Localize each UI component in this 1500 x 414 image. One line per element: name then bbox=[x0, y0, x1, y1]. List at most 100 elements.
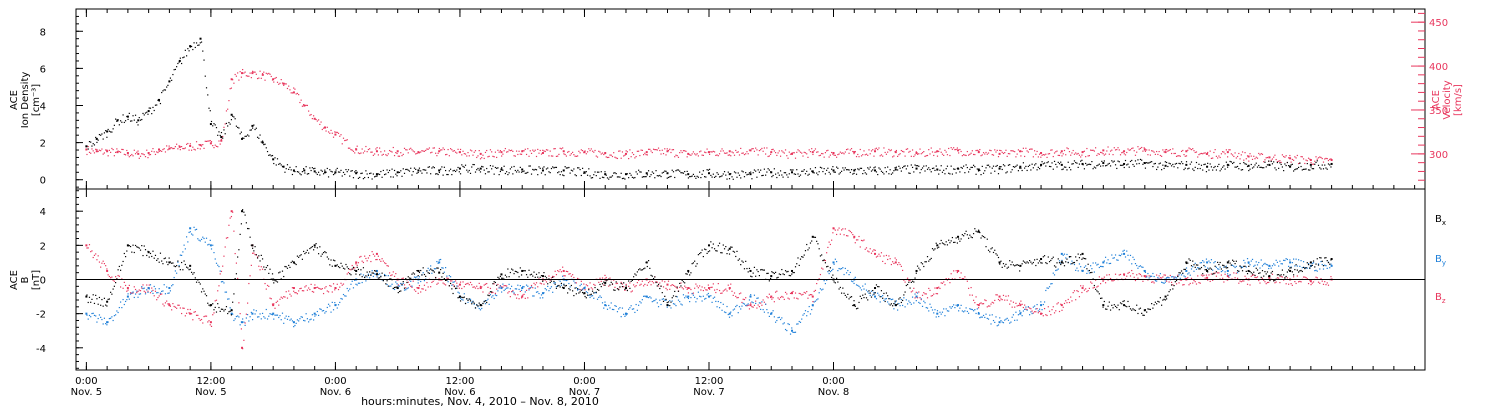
by-dot bbox=[760, 308, 762, 311]
velocity-dot bbox=[161, 150, 163, 152]
bx-dot bbox=[723, 248, 726, 250]
ion-density-dot bbox=[1245, 163, 1247, 165]
velocity-point bbox=[147, 152, 150, 154]
velocity-point bbox=[396, 150, 399, 153]
by-dot bbox=[1183, 275, 1185, 277]
bx-dot bbox=[291, 260, 294, 262]
by-dot bbox=[915, 300, 917, 302]
ion-density-dot bbox=[527, 171, 529, 174]
bz-dot bbox=[340, 282, 342, 284]
velocity-point bbox=[500, 151, 503, 154]
bx-dot bbox=[675, 295, 677, 298]
bz-dot bbox=[304, 286, 306, 288]
velocity-dot bbox=[781, 150, 783, 152]
velocity-dot bbox=[106, 149, 108, 151]
bx-dot bbox=[803, 254, 805, 256]
bz-dot bbox=[875, 256, 878, 258]
bx-dot bbox=[847, 293, 849, 295]
ion-density-dot bbox=[1014, 166, 1016, 168]
by-dot bbox=[250, 311, 252, 314]
ion-density-dot bbox=[1312, 168, 1315, 170]
ion-density-dot bbox=[440, 168, 442, 170]
bz-dot bbox=[382, 260, 384, 262]
ion-density-dot bbox=[1233, 161, 1235, 164]
velocity-dot bbox=[570, 153, 572, 155]
velocity-dot bbox=[285, 83, 287, 85]
velocity-dot bbox=[1180, 150, 1183, 152]
by-dot bbox=[970, 308, 972, 310]
ion-density-dot bbox=[530, 173, 533, 175]
ion-density-dot bbox=[1266, 164, 1269, 166]
velocity-dot bbox=[696, 153, 698, 155]
by-dot bbox=[1151, 275, 1153, 277]
velocity-dot bbox=[1012, 150, 1015, 152]
by-dot bbox=[440, 258, 442, 261]
ion-density-dot bbox=[1061, 168, 1063, 171]
by-dot bbox=[590, 295, 592, 297]
velocity-dot bbox=[474, 150, 477, 152]
by-dot bbox=[1127, 254, 1129, 256]
bz-dot bbox=[824, 259, 826, 262]
ion-density-dot bbox=[1315, 161, 1317, 164]
bz-dot bbox=[774, 291, 777, 293]
bz-dot bbox=[220, 270, 223, 273]
bz-dot bbox=[1317, 281, 1320, 283]
bz-dot bbox=[787, 297, 789, 299]
by-dot bbox=[370, 273, 372, 276]
bz-dot bbox=[230, 215, 233, 218]
bx-dot bbox=[839, 286, 841, 289]
ion-density-dot bbox=[1297, 166, 1300, 169]
by-dot bbox=[982, 314, 985, 317]
velocity-point bbox=[915, 152, 918, 154]
ion-density-dot bbox=[1299, 162, 1301, 164]
velocity-dot bbox=[704, 151, 706, 153]
bz-dot bbox=[250, 264, 252, 266]
ion-density-dot bbox=[266, 150, 269, 153]
by-dot bbox=[301, 316, 304, 318]
velocity-point bbox=[230, 78, 233, 81]
by-dot bbox=[971, 308, 973, 311]
bz-dot bbox=[108, 275, 110, 278]
bz-dot bbox=[137, 290, 139, 292]
velocity-dot bbox=[1276, 161, 1279, 163]
velocity-dot bbox=[270, 75, 272, 78]
bx-dot bbox=[393, 286, 396, 289]
velocity-dot bbox=[464, 153, 467, 155]
velocity-dot bbox=[1142, 150, 1144, 152]
velocity-dot bbox=[706, 148, 708, 150]
bx-dot bbox=[834, 282, 836, 284]
bz-point bbox=[1060, 304, 1063, 307]
by-dot bbox=[1124, 256, 1127, 258]
ion-density-dot bbox=[336, 167, 338, 170]
bz-dot bbox=[676, 287, 678, 289]
velocity-dot bbox=[288, 85, 290, 87]
ion-density-dot bbox=[1319, 167, 1321, 169]
bx-dot bbox=[870, 296, 873, 298]
by-point bbox=[1226, 269, 1229, 272]
velocity-dot bbox=[134, 153, 137, 155]
by-dot bbox=[128, 298, 130, 300]
ion-density-dot bbox=[884, 167, 886, 169]
bx-dot bbox=[279, 271, 281, 273]
by-dot bbox=[134, 293, 137, 295]
by-dot bbox=[1162, 282, 1164, 284]
by-dot bbox=[411, 285, 413, 287]
bx-dot bbox=[207, 302, 209, 304]
by-dot bbox=[705, 297, 707, 300]
bz-dot bbox=[380, 260, 382, 262]
ion-density-dot bbox=[1124, 159, 1127, 162]
by-dot bbox=[639, 301, 641, 303]
velocity-point bbox=[261, 73, 264, 76]
velocity-dot bbox=[903, 151, 905, 153]
by-dot bbox=[757, 297, 759, 299]
bx-dot bbox=[838, 288, 840, 290]
velocity-dot bbox=[225, 110, 228, 112]
bz-dot bbox=[247, 302, 249, 304]
by-dot bbox=[636, 309, 638, 311]
velocity-dot bbox=[580, 149, 582, 151]
ion-density-dot bbox=[108, 130, 110, 132]
bz-dot bbox=[567, 270, 569, 273]
ion-density-point bbox=[811, 170, 814, 173]
by-dot bbox=[153, 285, 155, 288]
bz-dot bbox=[892, 261, 894, 263]
